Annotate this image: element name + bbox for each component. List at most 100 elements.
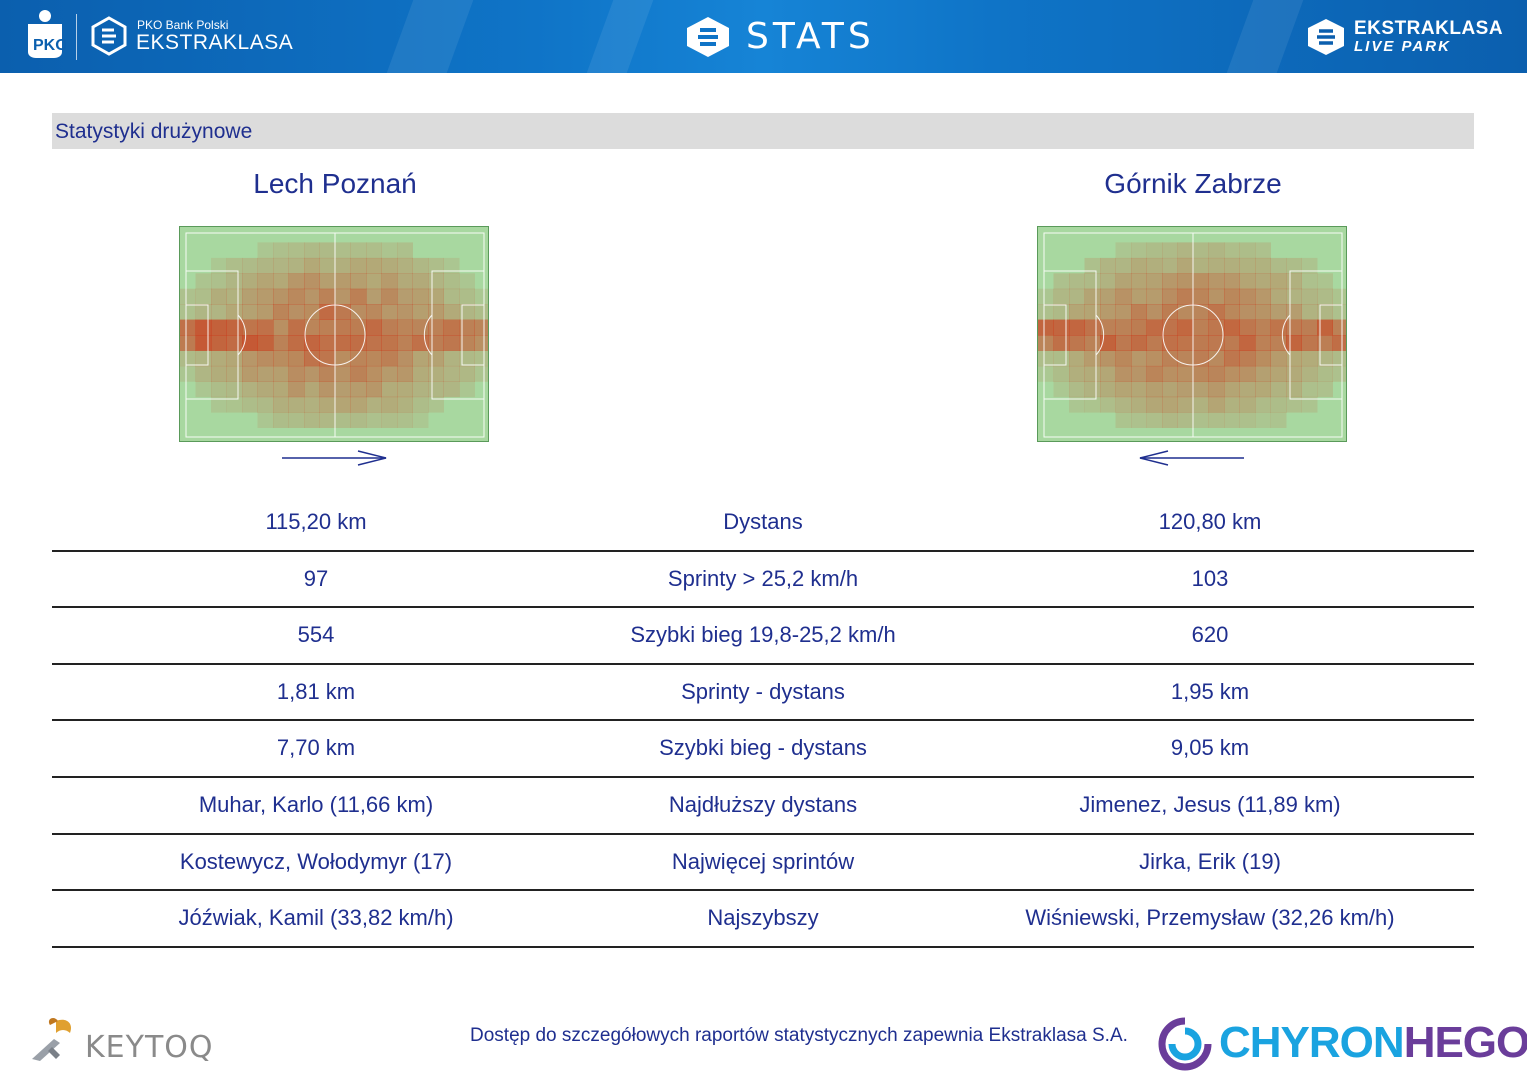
heatmap-cell bbox=[366, 396, 382, 413]
heatmap-cell bbox=[1317, 335, 1333, 351]
heatmap-cell bbox=[459, 319, 475, 336]
heatmap-cell bbox=[1270, 396, 1287, 413]
heatmap-cell bbox=[226, 381, 243, 398]
heatmap-cell bbox=[381, 365, 398, 382]
heatmap-cell bbox=[1069, 335, 1085, 351]
heatmap-cell bbox=[1038, 288, 1054, 305]
heatmap-cell bbox=[1239, 412, 1256, 428]
chyronhego-logo-icon bbox=[1158, 1017, 1212, 1071]
heatmap-cell bbox=[1038, 365, 1054, 382]
heatmap-cell bbox=[1115, 396, 1132, 413]
heatmap-cell bbox=[195, 335, 212, 351]
heatmap-cell bbox=[1115, 288, 1132, 305]
heatmap-cell bbox=[1162, 288, 1178, 305]
heatmap-cell bbox=[412, 365, 429, 382]
heatmap-cell bbox=[1239, 242, 1256, 259]
header-stripe bbox=[386, 0, 474, 73]
heatmap-cell bbox=[1224, 257, 1240, 274]
heatmap-cell bbox=[1131, 288, 1147, 305]
section-bar: Statystyki drużynowe bbox=[52, 113, 1474, 149]
heatmap-cell bbox=[1162, 257, 1178, 274]
heatmap-cell bbox=[366, 365, 382, 382]
heatmap-cell bbox=[1239, 335, 1256, 351]
heatmap-cell bbox=[1270, 288, 1287, 305]
heatmap-cell bbox=[304, 242, 320, 259]
heatmap-cell bbox=[288, 319, 305, 336]
heatmap-cell bbox=[257, 381, 274, 398]
heatmap-cell bbox=[242, 381, 258, 398]
heatmap-cell bbox=[257, 365, 274, 382]
heatmap-cell bbox=[381, 257, 398, 274]
heatmap-cell bbox=[1084, 257, 1101, 274]
hego-label: HEGO bbox=[1403, 1018, 1527, 1067]
header-stripe bbox=[1226, 0, 1304, 73]
heatmap-cell bbox=[1131, 381, 1147, 398]
heatmap-cell bbox=[288, 273, 305, 290]
heatmap-cell bbox=[257, 396, 274, 413]
heatmap-cell bbox=[1162, 365, 1178, 382]
heatmap-cell bbox=[1084, 319, 1101, 336]
heatmap-cell bbox=[350, 242, 367, 259]
heatmap-cell bbox=[304, 335, 320, 351]
heatmap-cell bbox=[1053, 288, 1070, 305]
heatmap-cell bbox=[1053, 304, 1070, 320]
heatmap-cell bbox=[1146, 381, 1163, 398]
heatmap-cell bbox=[1301, 273, 1318, 290]
heatmap-cell bbox=[319, 288, 336, 305]
heatmap-cell bbox=[1208, 396, 1225, 413]
heatmap-cell bbox=[1084, 273, 1101, 290]
heatmap-cell bbox=[412, 288, 429, 305]
heatmap-cell bbox=[1208, 350, 1225, 367]
heatmap-cell bbox=[381, 319, 398, 336]
heatmap-cell bbox=[1162, 381, 1178, 398]
heatmap-cell bbox=[211, 335, 227, 351]
heatmap-cell bbox=[1053, 273, 1070, 290]
heatmap-cell bbox=[1332, 304, 1346, 320]
heatmap-cell bbox=[1146, 288, 1163, 305]
stats-row: 115,20 km Dystans 120,80 km bbox=[52, 495, 1474, 552]
heatmap-cell bbox=[1270, 257, 1287, 274]
heatmap-cell bbox=[381, 242, 398, 259]
heatmap-cell bbox=[1131, 273, 1147, 290]
heatmap-cell bbox=[1100, 381, 1116, 398]
heatmap-cell bbox=[1146, 365, 1163, 382]
heatmap-cell bbox=[1131, 319, 1147, 336]
heatmap-cell bbox=[273, 396, 289, 413]
heatmap-cell bbox=[335, 257, 351, 274]
heatmap-cell bbox=[1332, 335, 1346, 351]
heatmap-cell bbox=[1255, 365, 1271, 382]
heatmap-cell bbox=[1239, 288, 1256, 305]
heatmap-cell bbox=[304, 257, 320, 274]
heatmap-cell bbox=[257, 288, 274, 305]
heatmap-cell bbox=[1208, 288, 1225, 305]
heatmap-cell bbox=[180, 350, 196, 367]
heatmap-cell bbox=[1115, 350, 1132, 367]
heatmap-cell bbox=[459, 350, 475, 367]
heatmap-cell bbox=[474, 304, 488, 320]
heatmap-home-svg bbox=[180, 232, 488, 438]
heatmap-cell bbox=[1162, 335, 1178, 351]
heatmap-home bbox=[179, 226, 489, 442]
home-value: Kostewycz, Wołodymyr (17) bbox=[179, 848, 453, 874]
ekstraklasa-brand-label: EKSTRAKLASA bbox=[136, 31, 294, 54]
heatmap-cell bbox=[304, 381, 320, 398]
heatmap-cell bbox=[1239, 273, 1256, 290]
stats-title: STATS bbox=[746, 16, 875, 57]
heatmap-cell bbox=[319, 381, 336, 398]
heatmap-cell bbox=[1208, 273, 1225, 290]
heatmap-cell bbox=[1301, 319, 1318, 336]
heatmap-cell bbox=[1224, 304, 1240, 320]
heatmap-cell bbox=[1038, 335, 1054, 351]
heatmap-cell bbox=[443, 257, 460, 274]
heatmap-cell bbox=[1255, 335, 1271, 351]
heatmap-cell bbox=[242, 257, 258, 274]
section-title: Statystyki drużynowe bbox=[55, 120, 253, 143]
home-value: 7,70 km bbox=[276, 735, 356, 761]
home-value: 1,81 km bbox=[276, 678, 356, 704]
heatmap-cell bbox=[350, 273, 367, 290]
heatmap-cell bbox=[1317, 365, 1333, 382]
heatmap-cell bbox=[304, 412, 320, 428]
heatmap-cell bbox=[1177, 242, 1194, 259]
heatmap-cell bbox=[226, 288, 243, 305]
heatmap-cell bbox=[1239, 304, 1256, 320]
